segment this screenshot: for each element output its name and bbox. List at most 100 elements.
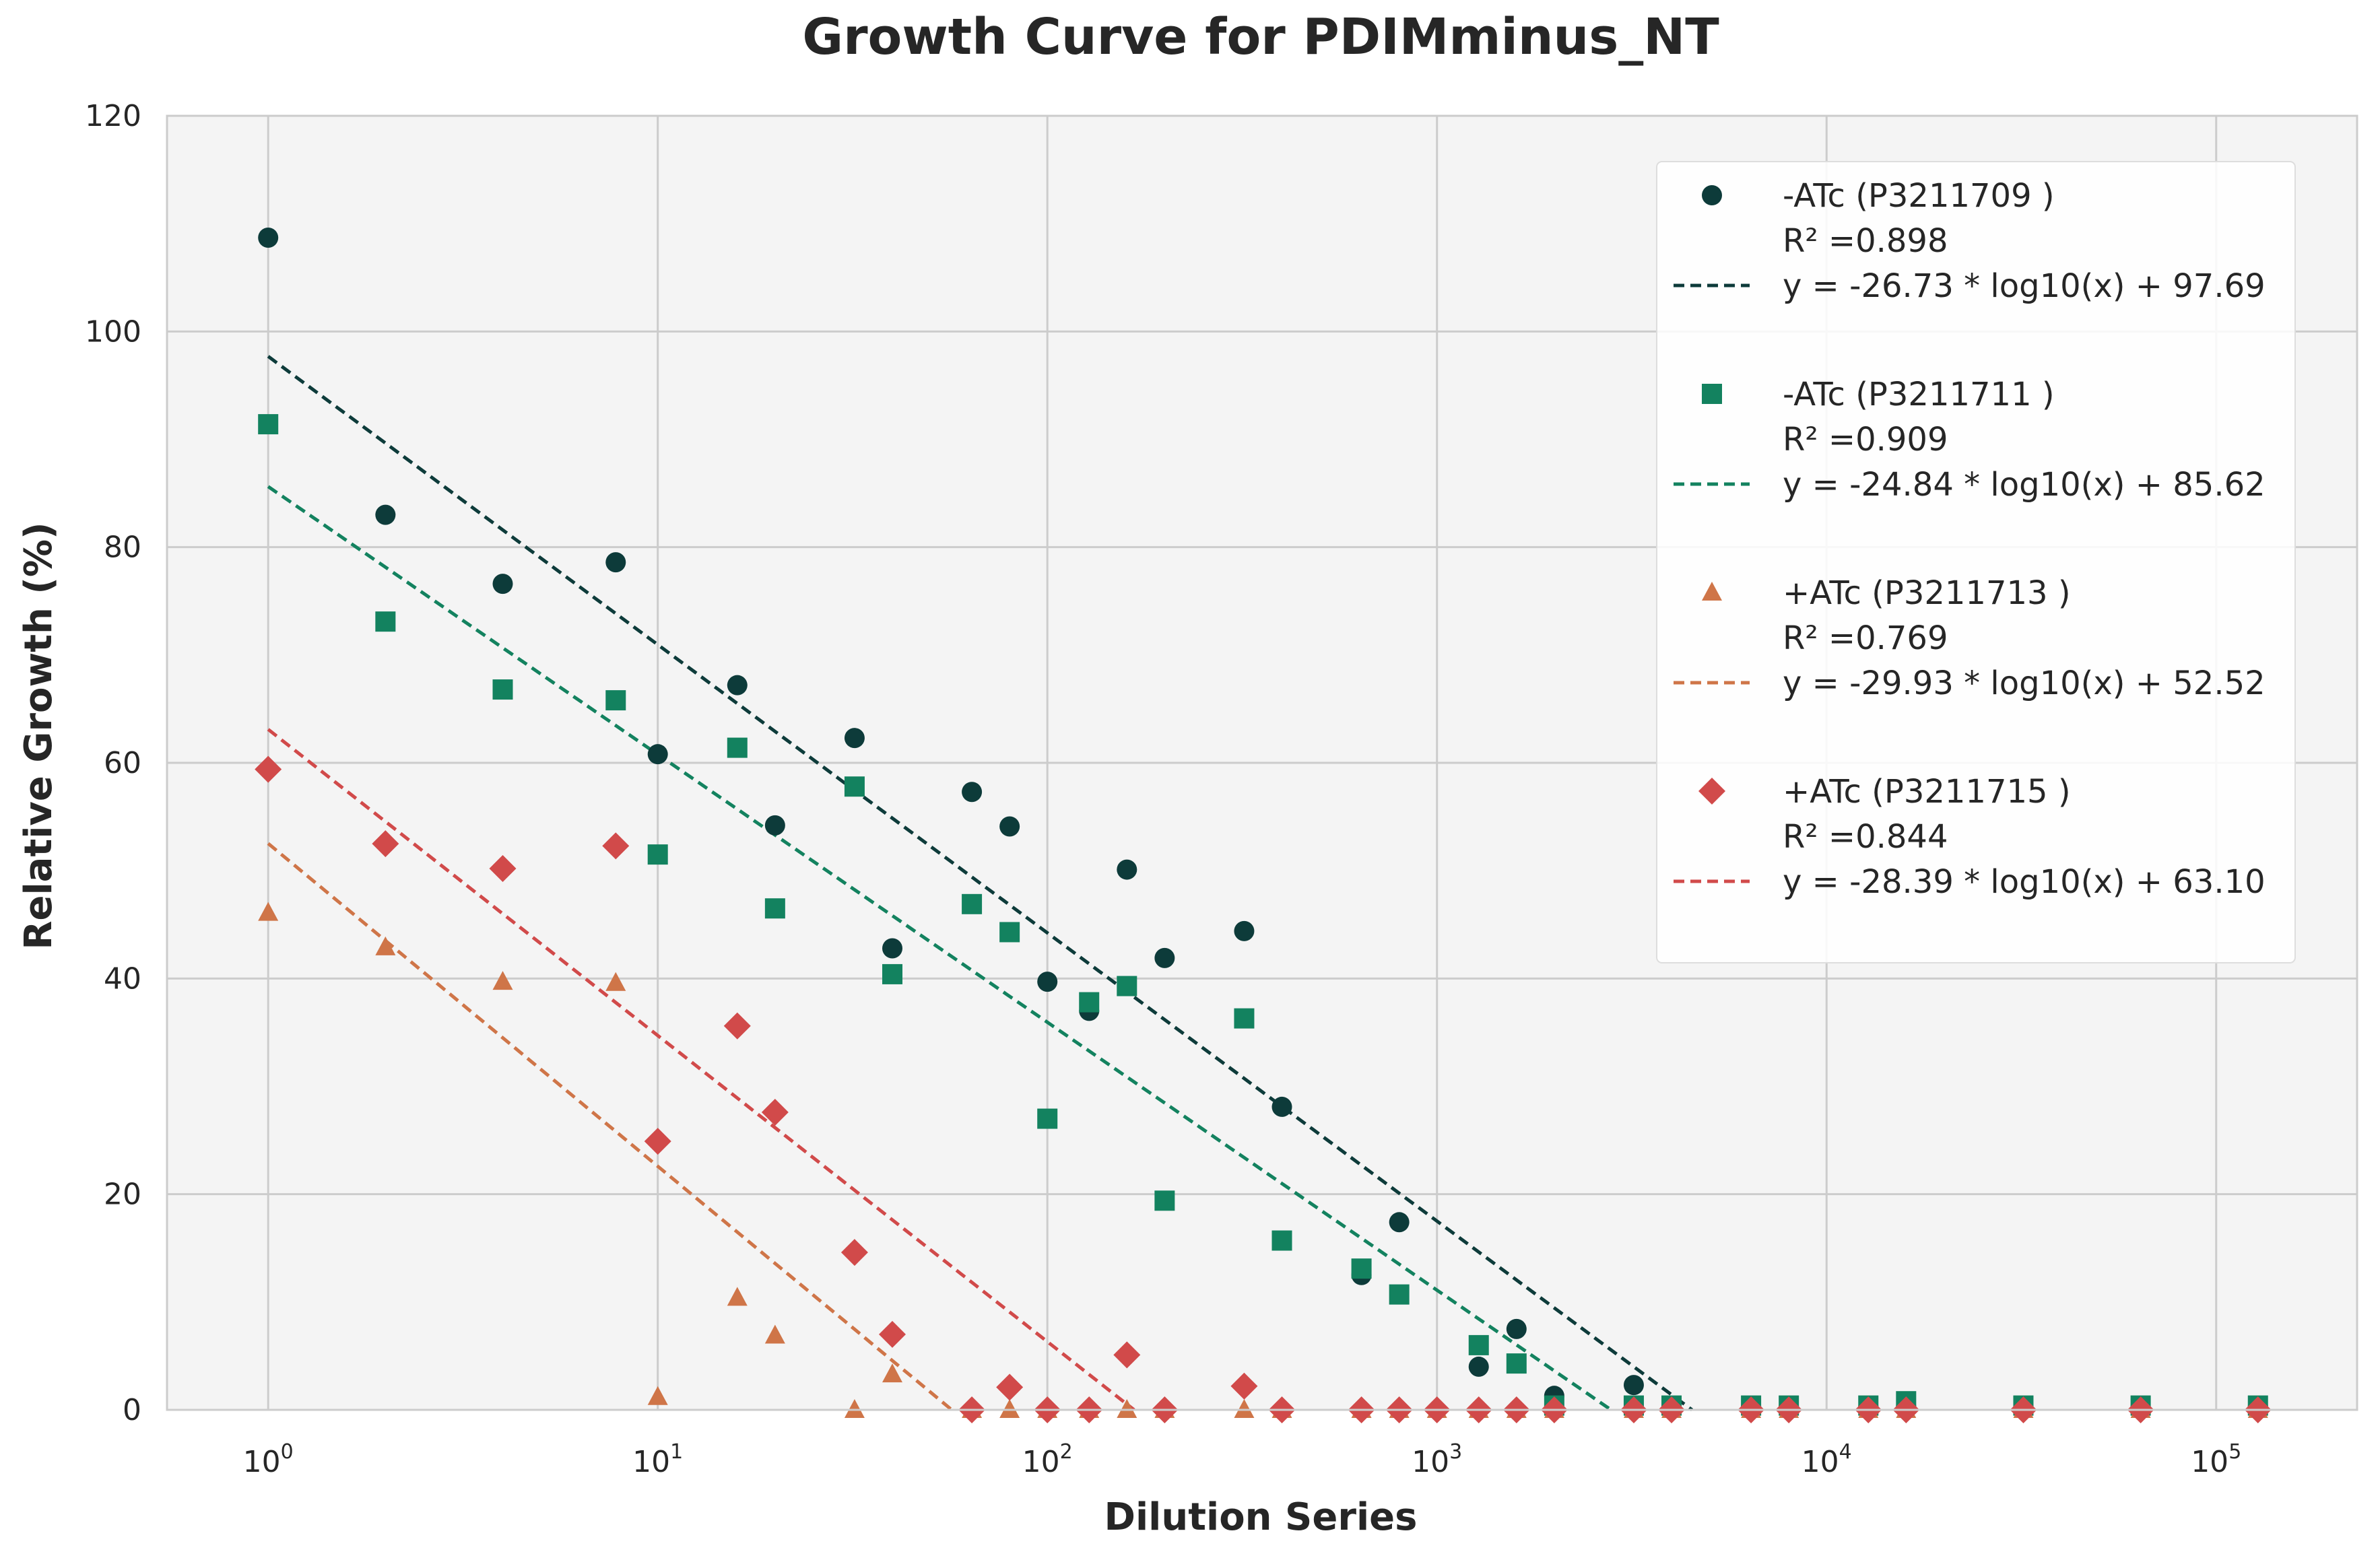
x-tick-label: 100 [243, 1440, 294, 1479]
legend-marker [1702, 582, 1722, 601]
legend-fit-equation: y = -28.39 * log10(x) + 63.10 [1783, 863, 2266, 901]
data-point [372, 830, 399, 858]
fit-line [267, 485, 1612, 1412]
data-point [727, 1287, 748, 1306]
data-point [764, 815, 785, 836]
fit-line [267, 728, 1135, 1411]
data-point [492, 679, 513, 700]
data-point [644, 1128, 671, 1155]
data-point [258, 902, 279, 921]
x-axis-label: Dilution Series [1104, 1495, 1418, 1539]
data-point [1230, 1372, 1258, 1400]
x-axis-ticks: 100 101 102 103 104 105 [243, 1440, 2242, 1479]
data-point [999, 1399, 1020, 1418]
y-axis-ticks: 0 20 40 60 80 100 120 [85, 99, 141, 1427]
legend-marker [1702, 185, 1722, 205]
x-tick-label: 103 [1412, 1440, 1462, 1479]
data-point [999, 816, 1020, 837]
data-point [1506, 1318, 1527, 1339]
data-point [1271, 1230, 1292, 1251]
data-point [605, 972, 626, 991]
data-point [1468, 1334, 1489, 1355]
data-point [1468, 1356, 1489, 1377]
data-point [1234, 920, 1255, 941]
y-tick-label: 60 [104, 746, 141, 780]
y-tick-label: 120 [85, 99, 141, 133]
legend-r2: R² =0.769 [1783, 619, 1948, 657]
x-tick-label: 102 [1022, 1440, 1073, 1479]
data-point [761, 1098, 789, 1126]
legend-box [1656, 161, 2296, 963]
data-point [999, 922, 1020, 943]
data-point [840, 1239, 868, 1266]
data-point [727, 737, 748, 758]
legend-r2: R² =0.844 [1783, 818, 1948, 856]
data-point [882, 963, 903, 984]
legend-series-name: -ATc (P3211711 ) [1783, 376, 2055, 413]
data-point [375, 611, 396, 632]
data-point [1117, 859, 1137, 880]
legend: -ATc (P3211709 ) R² =0.898 y = -26.73 * lo… [1656, 161, 2296, 963]
data-point [996, 1374, 1024, 1401]
data-point [258, 227, 279, 248]
data-point [1117, 976, 1137, 996]
data-point [1234, 1399, 1255, 1418]
fit-lines [267, 355, 1693, 1412]
legend-r2: R² =0.909 [1783, 421, 1948, 459]
y-tick-label: 40 [104, 961, 141, 996]
x-tick-label: 101 [632, 1440, 683, 1479]
data-point [844, 776, 865, 797]
data-point [255, 755, 282, 783]
fit-line [267, 842, 953, 1411]
data-point [879, 1320, 906, 1348]
plot-border [166, 114, 2358, 1411]
legend-series-name: +ATc (P3211715 ) [1783, 773, 2071, 811]
y-axis-label: Relative Growth (%) [17, 522, 61, 949]
legend-marker [1698, 778, 1725, 805]
legend-fit-equation: y = -26.73 * log10(x) + 97.69 [1783, 267, 2266, 305]
x-tick-label: 104 [1801, 1440, 1852, 1479]
x-tick-label: 105 [2191, 1440, 2241, 1479]
data-point [605, 690, 626, 711]
data-point [602, 832, 630, 860]
data-point [727, 675, 748, 696]
data-point [844, 728, 865, 749]
data-point [258, 414, 279, 435]
data-point [1154, 1190, 1175, 1211]
legend-fit-equation: y = -24.84 * log10(x) + 85.62 [1783, 466, 2266, 504]
data-point [492, 971, 513, 990]
data-point [647, 744, 668, 765]
data-point [647, 844, 668, 865]
data-point [1351, 1258, 1372, 1279]
data-point [1154, 947, 1175, 968]
data-point [1506, 1353, 1527, 1374]
y-tick-label: 0 [123, 1393, 141, 1427]
data-point [764, 898, 785, 919]
data-point [489, 854, 517, 882]
data-point [375, 504, 396, 525]
data-point [1271, 1096, 1292, 1117]
chart-title: Growth Curve for PDIMminus_NT [802, 8, 1719, 66]
data-point [844, 1399, 865, 1418]
data-point [764, 1324, 785, 1344]
data-point [1113, 1341, 1141, 1369]
y-tick-label: 20 [104, 1178, 141, 1212]
legend-series-name: -ATc (P3211709 ) [1783, 177, 2055, 215]
data-point [1037, 972, 1058, 992]
data-point [605, 552, 626, 573]
legend-series-name: +ATc (P3211713 ) [1783, 574, 2071, 612]
data-point [882, 1363, 903, 1383]
y-tick-label: 80 [104, 531, 141, 565]
data-point [1037, 1108, 1058, 1129]
fit-line [267, 355, 1693, 1412]
data-point [723, 1012, 751, 1040]
data-point [492, 574, 513, 595]
data-point [1117, 1399, 1137, 1418]
legend-marker [1702, 384, 1722, 404]
data-point [1079, 992, 1100, 1013]
data-point [962, 893, 983, 914]
legend-fit-equation: y = -29.93 * log10(x) + 52.52 [1783, 665, 2266, 702]
legend-r2: R² =0.898 [1783, 222, 1948, 260]
y-tick-label: 100 [85, 314, 141, 349]
